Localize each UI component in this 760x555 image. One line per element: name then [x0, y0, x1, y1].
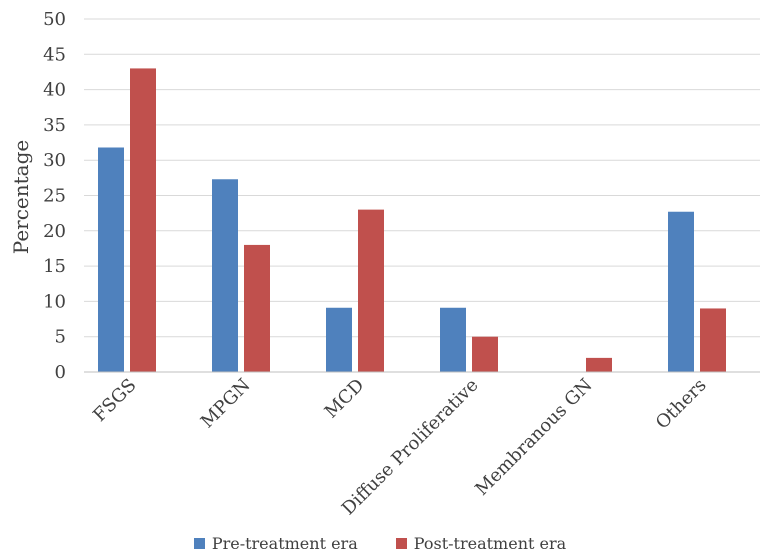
y-tick-label: 50 — [43, 9, 66, 30]
y-tick-label: 40 — [43, 80, 66, 101]
x-tick-label: MPGN — [197, 375, 255, 433]
bar — [98, 147, 124, 372]
y-tick-label: 25 — [43, 186, 66, 207]
bar — [472, 336, 498, 372]
legend-label-post: Post-treatment era — [413, 533, 567, 553]
bars — [98, 68, 726, 373]
y-tick-label: 5 — [55, 327, 66, 348]
x-tick-label: Membranous GN — [471, 375, 596, 500]
y-tick-label: 15 — [43, 256, 66, 277]
x-tick-label: Others — [652, 375, 711, 434]
y-axis-label: Percentage — [9, 140, 33, 254]
y-tick-label: 30 — [43, 150, 66, 171]
legend-item-pre: Pre-treatment era — [193, 533, 358, 553]
legend-label-pre: Pre-treatment era — [211, 533, 358, 553]
bar — [130, 68, 156, 373]
y-tick-label: 35 — [43, 115, 66, 136]
bar — [358, 209, 384, 372]
bar — [586, 357, 612, 372]
bar — [244, 244, 270, 372]
x-tick-label: FSGS — [89, 375, 140, 426]
legend-swatch-post — [395, 537, 407, 549]
y-tick-label: 10 — [43, 291, 66, 312]
y-tick-label: 45 — [43, 44, 66, 65]
y-tick-label: 0 — [55, 362, 66, 383]
gridlines — [84, 18, 760, 338]
legend-swatch-pre — [193, 537, 205, 549]
y-tick-label: 20 — [43, 221, 66, 242]
legend-item-post: Post-treatment era — [395, 533, 567, 553]
bar — [668, 211, 694, 372]
bar — [700, 308, 726, 372]
y-axis-ticks: 0 5 10 15 20 25 30 35 40 45 50 — [43, 9, 66, 383]
legend: Pre-treatment era Post-treatment era — [0, 532, 760, 554]
x-tick-label: MCD — [321, 375, 369, 423]
bar — [440, 307, 466, 372]
bar — [326, 307, 352, 372]
bar — [212, 179, 238, 372]
